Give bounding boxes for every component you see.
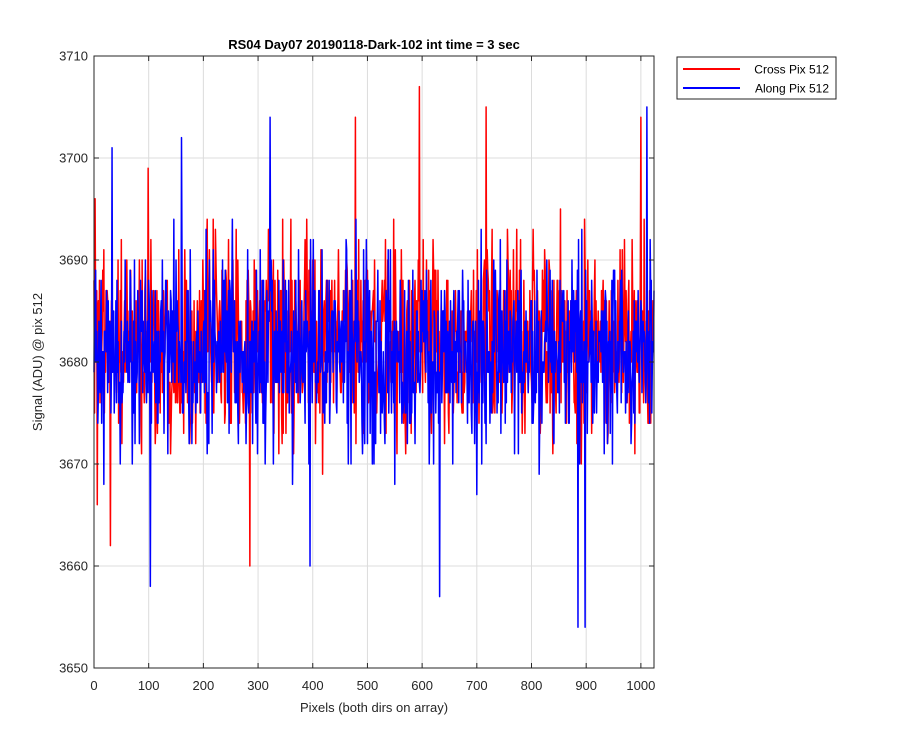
x-tick-label: 600 xyxy=(411,678,433,693)
series-layer xyxy=(93,85,655,628)
x-tick-label: 900 xyxy=(575,678,597,693)
y-tick-label: 3650 xyxy=(59,661,88,676)
x-tick-label: 0 xyxy=(90,678,97,693)
legend-label-along: Along Pix 512 xyxy=(755,82,829,96)
y-tick-label: 3700 xyxy=(59,151,88,166)
y-tick-label: 3670 xyxy=(59,457,88,472)
x-tick-label: 700 xyxy=(466,678,488,693)
ticks: 0 100 200 300 400 500 600 700 800 900 1000 3650 3660… xyxy=(59,49,655,694)
x-tick-label: 400 xyxy=(302,678,324,693)
series-line-along xyxy=(93,106,655,628)
x-tick-label: 1000 xyxy=(626,678,655,693)
legend-label-cross: Cross Pix 512 xyxy=(754,63,829,77)
y-tick-label: 3690 xyxy=(59,253,88,268)
x-axis-label: Pixels (both dirs on array) xyxy=(300,700,448,715)
x-tick-label: 200 xyxy=(193,678,215,693)
chart-title: RS04 Day07 20190118-Dark-102 int time = … xyxy=(228,37,520,52)
y-tick-label: 3710 xyxy=(59,49,88,64)
y-tick-label: 3680 xyxy=(59,355,88,370)
x-tick-label: 300 xyxy=(247,678,269,693)
y-axis-label: Signal (ADU) @ pix 512 xyxy=(30,293,45,431)
x-tick-label: 100 xyxy=(138,678,160,693)
x-tick-label: 800 xyxy=(521,678,543,693)
x-tick-label: 500 xyxy=(357,678,379,693)
legend-box xyxy=(676,56,837,100)
legend[interactable]: Cross Pix 512 Along Pix 512 xyxy=(676,56,837,100)
y-tick-label: 3660 xyxy=(59,559,88,574)
